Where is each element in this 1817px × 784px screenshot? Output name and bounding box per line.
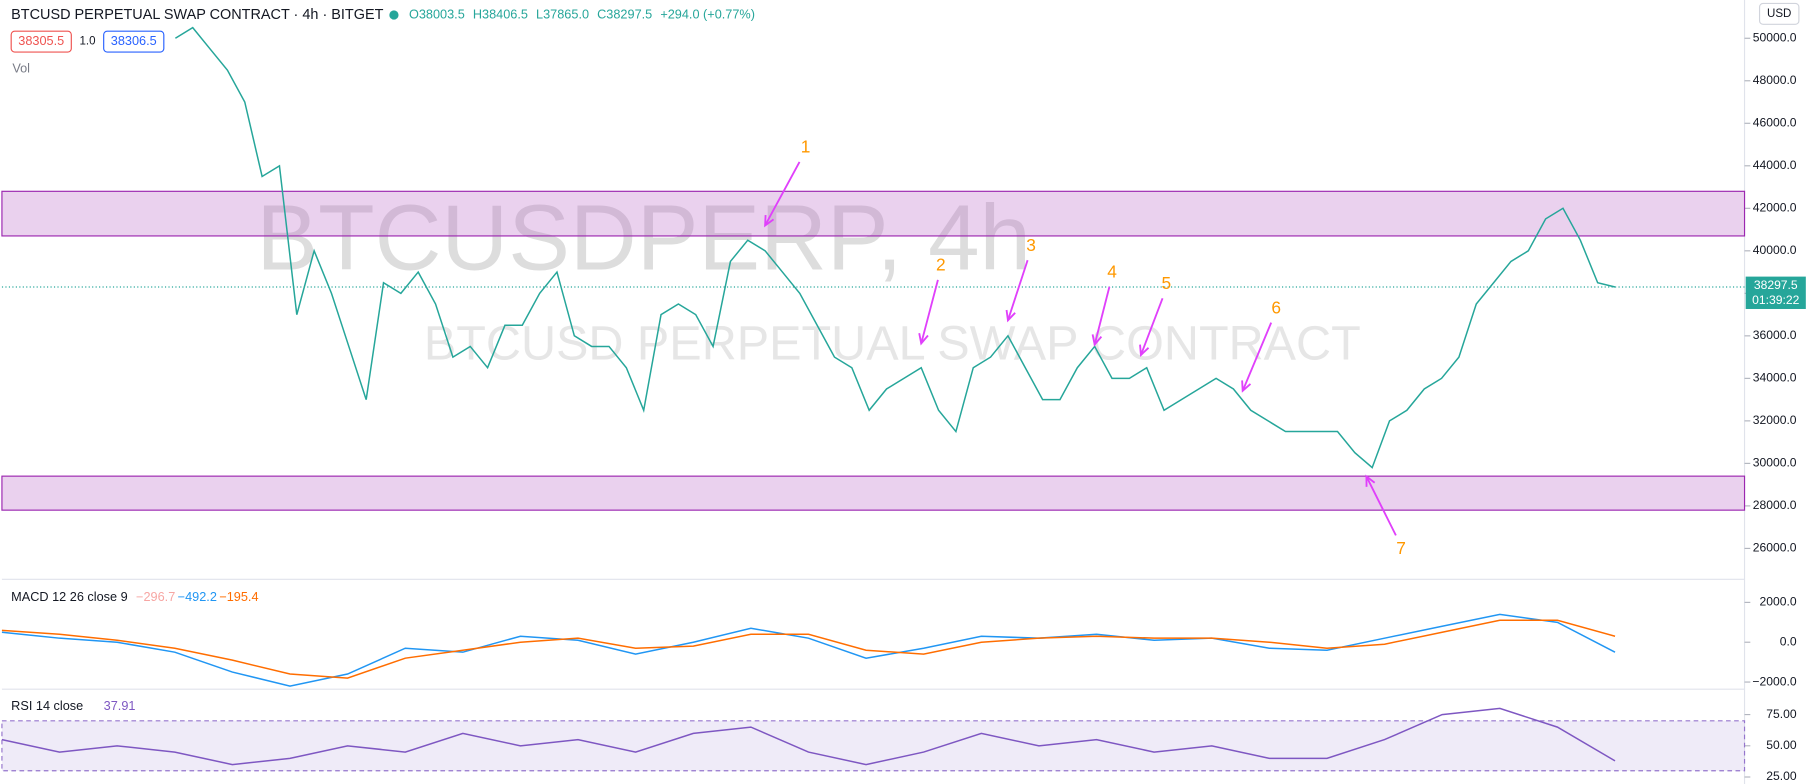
annotation-arrowhead bbox=[918, 333, 929, 346]
y-tick-label: 44000.0 bbox=[1753, 158, 1797, 172]
y-tick-label: 25.00 bbox=[1766, 769, 1797, 783]
y-tick-label: 48000.0 bbox=[1753, 73, 1797, 87]
y-tick-label: 50.00 bbox=[1766, 738, 1797, 752]
annotation-arrowhead bbox=[1365, 474, 1376, 487]
last-price-box bbox=[1745, 276, 1806, 309]
annotation-arrowhead bbox=[1241, 380, 1252, 393]
signal-value: −195.4 bbox=[219, 589, 258, 604]
y-tick-label: 50000.0 bbox=[1753, 30, 1797, 44]
annotation-arrow bbox=[1093, 286, 1111, 345]
annotation-arrow bbox=[920, 279, 939, 344]
y-tick-label: 75.00 bbox=[1766, 707, 1797, 721]
y-tick-label: 32000.0 bbox=[1753, 413, 1797, 427]
y-tick-label: −2000.0 bbox=[1752, 674, 1796, 688]
sell-price[interactable]: 38305.5 bbox=[18, 33, 64, 48]
ohlc-value: +294.0 (+0.77%) bbox=[660, 6, 755, 21]
y-tick-label: 34000.0 bbox=[1753, 371, 1797, 385]
watermark: BTCUSDPERP, 4h bbox=[256, 186, 1031, 290]
currency-button[interactable] bbox=[1758, 2, 1800, 25]
annotation-label: 1 bbox=[801, 137, 811, 157]
y-tick-label: 42000.0 bbox=[1753, 201, 1797, 215]
annotation-arrowhead bbox=[1005, 309, 1016, 323]
y-tick-label: 36000.0 bbox=[1753, 328, 1797, 342]
currency[interactable]: USD bbox=[1767, 8, 1791, 20]
last-price-label: 38297.5 bbox=[1754, 278, 1798, 292]
zone bbox=[1, 190, 1746, 237]
sell-button[interactable] bbox=[10, 30, 72, 53]
annotation-label: 2 bbox=[936, 255, 946, 275]
vol-label: Vol bbox=[12, 61, 30, 76]
macd-value: −492.2 bbox=[178, 589, 217, 604]
zone bbox=[1, 475, 1746, 511]
series-line bbox=[174, 26, 1616, 469]
spread: 1.0 bbox=[79, 36, 95, 48]
annotation-arrow bbox=[1140, 298, 1164, 356]
rsi-title: RSI 14 close bbox=[11, 698, 83, 713]
annotation-arrow bbox=[1241, 322, 1273, 392]
annotation-arrowhead bbox=[1091, 334, 1103, 347]
ohlc-value: C38297.5 bbox=[597, 6, 652, 21]
annotation-arrowhead bbox=[764, 215, 775, 228]
macd-title: MACD 12 26 close 9 bbox=[11, 589, 128, 604]
y-tick-label: 28000.0 bbox=[1753, 498, 1797, 512]
watermark-sub: BTCUSD PERPETUAL SWAP CONTRACT bbox=[424, 317, 1361, 371]
y-tick-label: 40000.0 bbox=[1753, 243, 1797, 257]
rsi-value: 37.91 bbox=[104, 698, 136, 713]
y-tick-label: 30000.0 bbox=[1753, 456, 1797, 470]
y-tick-label: 46000.0 bbox=[1753, 115, 1797, 129]
buy-price[interactable]: 38306.5 bbox=[111, 33, 157, 48]
y-tick-label: 0.0 bbox=[1780, 634, 1797, 648]
ohlc-value: O38003.5 bbox=[409, 6, 465, 21]
annotation-arrow bbox=[1007, 259, 1029, 321]
buy-button[interactable] bbox=[103, 30, 165, 53]
series-line bbox=[1, 613, 1616, 687]
series-line bbox=[1, 619, 1616, 679]
countdown: 01:39:22 bbox=[1752, 293, 1799, 307]
y-tick-label: 26000.0 bbox=[1753, 541, 1797, 555]
ohlc-value: H38406.5 bbox=[473, 6, 528, 21]
annotation-label: 3 bbox=[1026, 235, 1036, 255]
series-line bbox=[1, 707, 1616, 766]
annotation-arrowhead bbox=[1139, 344, 1150, 357]
annotation-label: 4 bbox=[1107, 261, 1117, 281]
annotation-arrow bbox=[764, 161, 801, 226]
annotation-label: 6 bbox=[1271, 297, 1281, 317]
symbol-title: BTCUSD PERPETUAL SWAP CONTRACT · 4h · BI… bbox=[11, 7, 383, 23]
status-dot bbox=[389, 10, 399, 20]
annotation-label: 7 bbox=[1396, 538, 1406, 558]
ohlc-value: L37865.0 bbox=[536, 6, 589, 21]
y-tick-label: 2000.0 bbox=[1759, 595, 1796, 609]
annotation-label: 5 bbox=[1162, 273, 1172, 293]
macd-hist-value: −296.7 bbox=[136, 589, 175, 604]
annotation-arrow bbox=[1365, 475, 1397, 536]
